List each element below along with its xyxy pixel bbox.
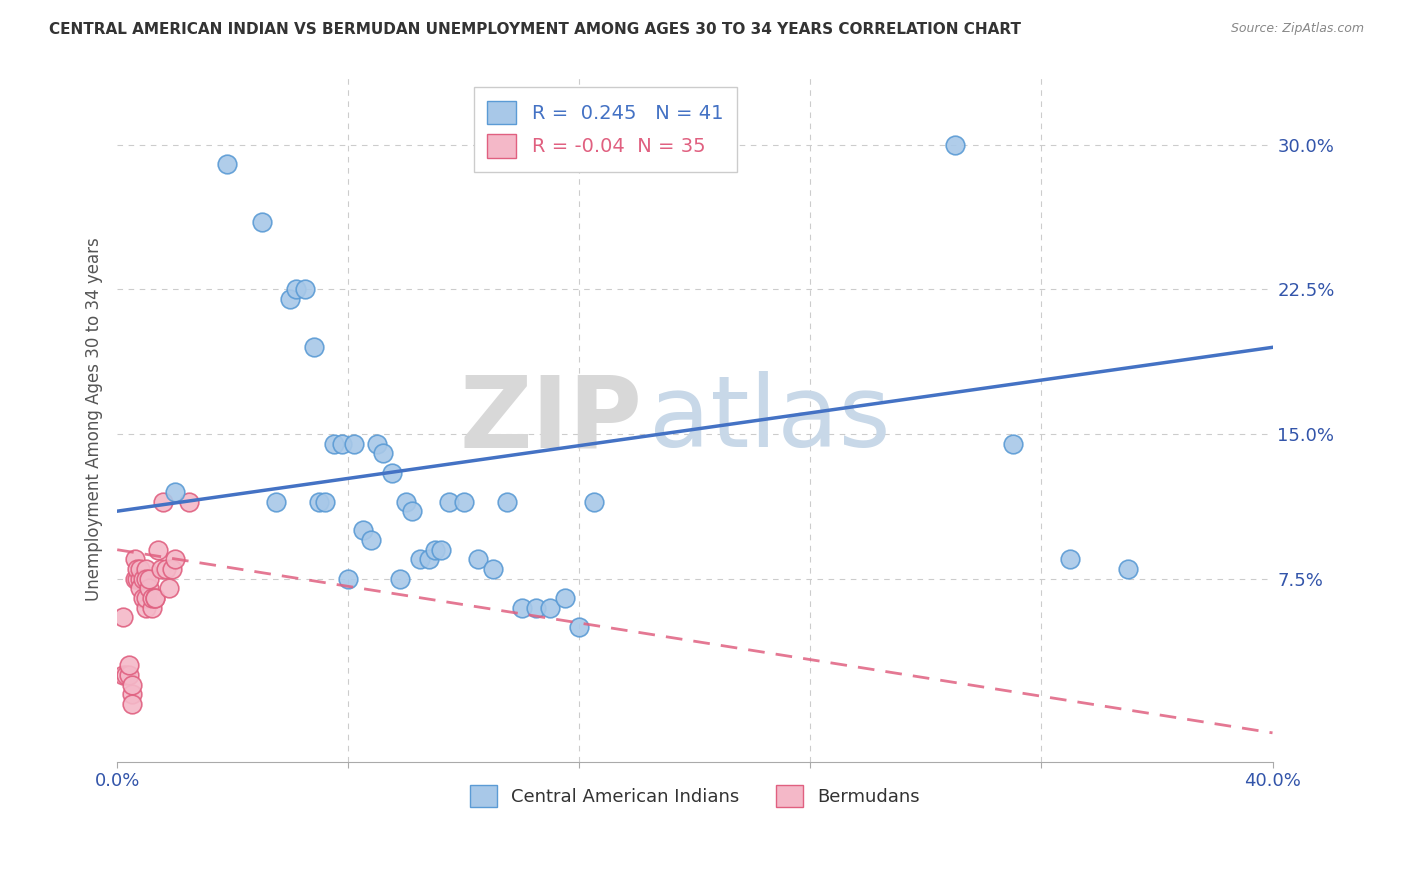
Point bbox=[302, 340, 325, 354]
Point bbox=[524, 600, 547, 615]
Point bbox=[152, 494, 174, 508]
Point bbox=[371, 446, 394, 460]
Point bbox=[157, 582, 180, 596]
Point bbox=[389, 572, 412, 586]
Point bbox=[337, 572, 360, 586]
Point bbox=[127, 562, 149, 576]
Legend: Central American Indians, Bermudans: Central American Indians, Bermudans bbox=[463, 778, 927, 814]
Point bbox=[366, 436, 388, 450]
Point bbox=[1116, 562, 1139, 576]
Point bbox=[409, 552, 432, 566]
Point bbox=[943, 137, 966, 152]
Point bbox=[124, 552, 146, 566]
Point bbox=[322, 436, 344, 450]
Point bbox=[1001, 436, 1024, 450]
Text: CENTRAL AMERICAN INDIAN VS BERMUDAN UNEMPLOYMENT AMONG AGES 30 TO 34 YEARS CORRE: CENTRAL AMERICAN INDIAN VS BERMUDAN UNEM… bbox=[49, 22, 1021, 37]
Point bbox=[115, 668, 138, 682]
Text: ZIP: ZIP bbox=[460, 371, 643, 468]
Point bbox=[332, 436, 354, 450]
Point bbox=[135, 600, 157, 615]
Text: atlas: atlas bbox=[648, 371, 890, 468]
Point bbox=[280, 292, 302, 306]
Point bbox=[141, 600, 163, 615]
Point bbox=[215, 157, 238, 171]
Point bbox=[118, 668, 141, 682]
Point bbox=[129, 562, 152, 576]
Point bbox=[155, 562, 177, 576]
Point bbox=[111, 668, 134, 682]
Point bbox=[395, 494, 418, 508]
Y-axis label: Unemployment Among Ages 30 to 34 years: Unemployment Among Ages 30 to 34 years bbox=[86, 238, 103, 601]
Point bbox=[132, 591, 155, 605]
Point bbox=[481, 562, 503, 576]
Point bbox=[118, 658, 141, 673]
Point bbox=[160, 562, 183, 576]
Point bbox=[111, 610, 134, 624]
Point bbox=[138, 582, 160, 596]
Point bbox=[429, 542, 451, 557]
Point bbox=[423, 542, 446, 557]
Point bbox=[554, 591, 576, 605]
Point bbox=[135, 572, 157, 586]
Point bbox=[143, 591, 166, 605]
Point bbox=[141, 591, 163, 605]
Point bbox=[129, 572, 152, 586]
Point bbox=[163, 552, 186, 566]
Point bbox=[135, 591, 157, 605]
Point bbox=[582, 494, 605, 508]
Point bbox=[538, 600, 561, 615]
Point bbox=[439, 494, 461, 508]
Point bbox=[143, 591, 166, 605]
Point bbox=[163, 484, 186, 499]
Point bbox=[467, 552, 489, 566]
Point bbox=[1059, 552, 1081, 566]
Point bbox=[179, 494, 201, 508]
Point bbox=[568, 620, 591, 634]
Point bbox=[308, 494, 330, 508]
Point bbox=[285, 283, 308, 297]
Point bbox=[360, 533, 382, 547]
Point bbox=[381, 466, 404, 480]
Point bbox=[343, 436, 366, 450]
Point bbox=[146, 542, 169, 557]
Point bbox=[124, 572, 146, 586]
Point bbox=[496, 494, 519, 508]
Point bbox=[132, 572, 155, 586]
Point bbox=[127, 572, 149, 586]
Point bbox=[121, 697, 143, 711]
Point bbox=[138, 572, 160, 586]
Point bbox=[453, 494, 475, 508]
Point bbox=[401, 504, 423, 518]
Point bbox=[129, 582, 152, 596]
Point bbox=[135, 562, 157, 576]
Point bbox=[264, 494, 287, 508]
Point bbox=[121, 678, 143, 692]
Text: Source: ZipAtlas.com: Source: ZipAtlas.com bbox=[1230, 22, 1364, 36]
Point bbox=[121, 687, 143, 701]
Point bbox=[250, 215, 273, 229]
Point bbox=[418, 552, 440, 566]
Point bbox=[352, 524, 374, 538]
Point bbox=[149, 562, 172, 576]
Point bbox=[294, 283, 316, 297]
Point bbox=[314, 494, 336, 508]
Point bbox=[510, 600, 533, 615]
